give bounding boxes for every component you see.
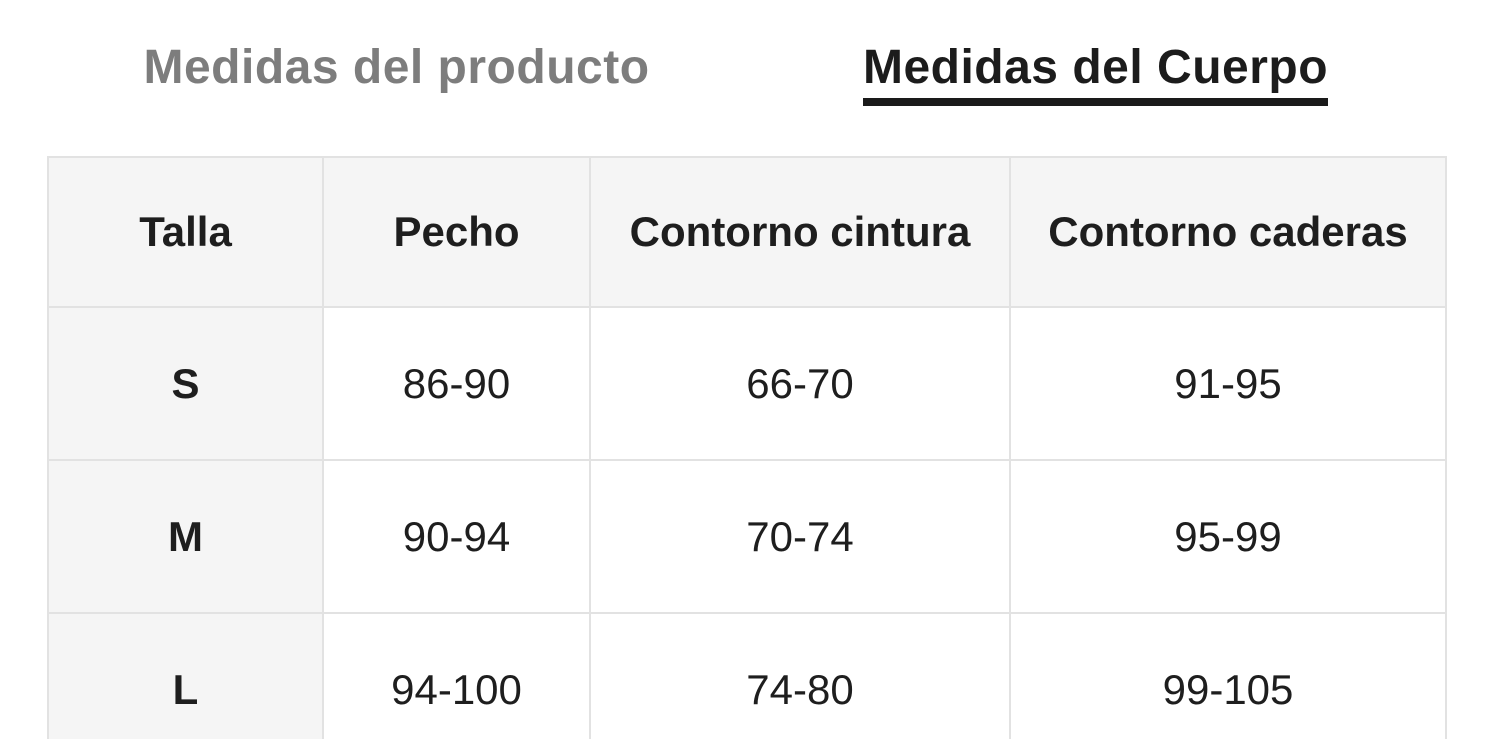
tab-medidas-del-cuerpo-label: Medidas del Cuerpo bbox=[862, 42, 1329, 106]
tab-medidas-del-producto-label: Medidas del producto bbox=[143, 41, 650, 94]
caderas-value: 99-105 bbox=[1009, 612, 1447, 739]
cintura-value: 66-70 bbox=[589, 306, 1011, 461]
cintura-value: 74-80 bbox=[589, 612, 1011, 739]
column-header-talla: Talla bbox=[47, 156, 324, 308]
tab-medidas-del-cuerpo[interactable]: Medidas del Cuerpo bbox=[746, 42, 1445, 106]
table-row-size-s: S 86-90 66-70 91-95 bbox=[47, 306, 1447, 461]
size-guide-tab-bar: Medidas del producto Medidas del Cuerpo bbox=[47, 42, 1445, 106]
column-header-contorno-caderas: Contorno caderas bbox=[1009, 156, 1447, 308]
table-header-row: Talla Pecho Contorno cintura Contorno ca… bbox=[47, 156, 1447, 308]
table-row-size-l: L 94-100 74-80 99-105 bbox=[47, 612, 1447, 739]
caderas-value: 91-95 bbox=[1009, 306, 1447, 461]
pecho-value: 90-94 bbox=[322, 459, 591, 614]
caderas-value: 95-99 bbox=[1009, 459, 1447, 614]
size-chart-table: Talla Pecho Contorno cintura Contorno ca… bbox=[47, 156, 1447, 739]
pecho-value: 94-100 bbox=[322, 612, 591, 739]
column-header-contorno-cintura: Contorno cintura bbox=[589, 156, 1011, 308]
pecho-value: 86-90 bbox=[322, 306, 591, 461]
size-label: M bbox=[47, 459, 324, 614]
size-label: L bbox=[47, 612, 324, 739]
table-row-size-m: M 90-94 70-74 95-99 bbox=[47, 459, 1447, 614]
size-label: S bbox=[47, 306, 324, 461]
cintura-value: 70-74 bbox=[589, 459, 1011, 614]
column-header-pecho: Pecho bbox=[322, 156, 591, 308]
tab-medidas-del-producto[interactable]: Medidas del producto bbox=[47, 42, 746, 106]
